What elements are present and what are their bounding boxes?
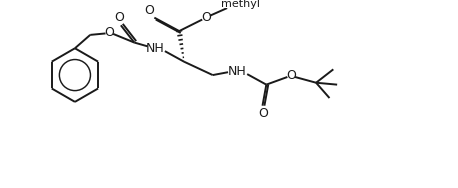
Text: NH: NH bbox=[146, 42, 165, 55]
Text: O: O bbox=[258, 107, 268, 120]
Text: O: O bbox=[286, 69, 296, 82]
Text: O: O bbox=[201, 11, 211, 24]
Text: O: O bbox=[104, 27, 114, 39]
Text: O: O bbox=[114, 11, 124, 24]
Text: NH: NH bbox=[228, 65, 247, 78]
Text: methyl: methyl bbox=[221, 0, 260, 9]
Text: O: O bbox=[145, 5, 154, 17]
